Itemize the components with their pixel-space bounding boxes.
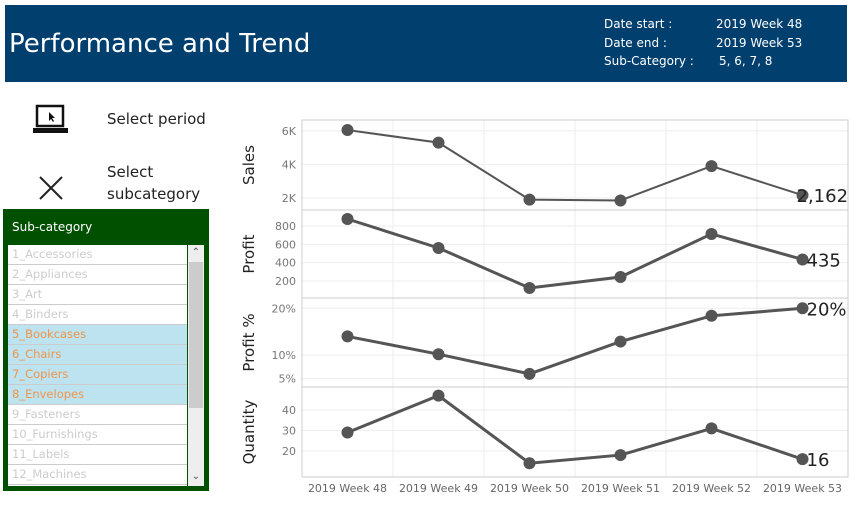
data-point[interactable] [341, 330, 354, 343]
subcategory-label: Sub-Category : [604, 54, 694, 68]
y-tick-label: 2K [282, 192, 297, 205]
scroll-down-icon[interactable]: ⌄ [191, 471, 201, 482]
y-tick-label: 800 [275, 220, 296, 233]
data-point[interactable] [432, 348, 445, 361]
data-point[interactable] [614, 449, 627, 462]
y-tick-label: 40 [282, 404, 296, 417]
x-tick-label: 2019 Week 48 [308, 482, 387, 495]
y-tick-label: 20% [272, 302, 296, 315]
y-axis-title: Quantity [240, 399, 258, 464]
y-axis-title: Sales [240, 145, 258, 185]
close-icon[interactable] [38, 175, 64, 201]
date-end-label: Date end : [604, 36, 667, 50]
data-point[interactable] [614, 335, 627, 348]
data-point[interactable] [523, 193, 536, 206]
panel-frame [301, 386, 849, 478]
data-point[interactable] [614, 194, 627, 207]
date-start-label: Date start : [604, 17, 673, 31]
scroll-up-icon[interactable]: ⌃ [191, 247, 201, 258]
y-axis-title: Profit % [240, 313, 258, 371]
end-value-label: 435 [807, 250, 841, 271]
data-point[interactable] [796, 253, 809, 266]
y-tick-label: 10% [272, 349, 296, 362]
y-tick-label: 6K [282, 125, 297, 138]
select-subcategory-label-2[interactable]: subcategory [107, 185, 201, 203]
subcategory-filter: Sub-category 1_Accessories 2_Appliances 3_… [3, 209, 209, 491]
x-tick-label: 2019 Week 51 [581, 482, 660, 495]
data-point[interactable] [705, 227, 718, 240]
subcategory-value: 5, 6, 7, 8 [719, 54, 773, 68]
data-point[interactable] [341, 212, 354, 225]
subcategory-option[interactable]: 9_Fasteners [8, 405, 187, 425]
data-point[interactable] [705, 160, 718, 173]
data-point[interactable] [341, 124, 354, 137]
y-tick-label: 4K [282, 158, 297, 171]
select-subcategory-label-1[interactable]: Select [107, 163, 154, 181]
subcategory-option[interactable]: 1_Accessories [8, 245, 187, 265]
series-line [346, 393, 803, 465]
subcategory-option[interactable]: 2_Appliances [8, 265, 187, 285]
y-tick-label: 20 [282, 445, 296, 458]
y-tick-label: 600 [275, 238, 296, 251]
x-tick-label: 2019 Week 52 [672, 482, 751, 495]
data-point[interactable] [523, 281, 536, 294]
series-line [347, 129, 803, 202]
data-point[interactable] [341, 426, 354, 439]
y-tick-label: 400 [275, 257, 296, 270]
end-value-label: 20% [807, 299, 847, 320]
data-point[interactable] [523, 457, 536, 470]
subcategory-option[interactable]: 8_Envelopes [8, 385, 187, 405]
page-title: Performance and Trend [9, 29, 311, 59]
x-tick-label: 2019 Week 53 [763, 482, 842, 495]
data-point[interactable] [432, 389, 445, 402]
data-point[interactable] [705, 309, 718, 322]
select-period-button[interactable]: Select period [107, 110, 206, 128]
scrollbar-thumb[interactable] [189, 262, 203, 408]
data-point[interactable] [432, 136, 445, 149]
filter-title: Sub-category [12, 220, 93, 234]
y-axis-title: Profit [240, 234, 258, 273]
date-end-value: 2019 Week 53 [716, 36, 803, 50]
laptop-cursor-icon[interactable] [33, 104, 69, 138]
subcategory-option[interactable]: 5_Bookcases [8, 325, 187, 345]
data-point[interactable] [705, 422, 718, 435]
data-point[interactable] [523, 367, 536, 380]
end-value-label: 16 [807, 450, 830, 471]
data-point[interactable] [796, 189, 809, 202]
x-tick-label: 2019 Week 49 [399, 482, 478, 495]
data-point[interactable] [432, 241, 445, 254]
subcategory-option[interactable]: 10_Furnishings [8, 425, 187, 445]
series-line [347, 306, 803, 376]
date-start-value: 2019 Week 48 [716, 17, 803, 31]
y-tick-label: 30 [282, 424, 296, 437]
subcategory-list[interactable]: 1_Accessories 2_Appliances 3_Art 4_Binders 5… [8, 245, 187, 486]
subcategory-option[interactable]: 4_Binders [8, 305, 187, 325]
end-value-label: 2,162 [797, 186, 849, 207]
data-point[interactable] [796, 302, 809, 315]
subcategory-option[interactable]: 12_Machines [8, 465, 187, 485]
data-point[interactable] [614, 270, 627, 283]
scrollbar[interactable]: ⌃ ⌄ [188, 245, 204, 486]
y-tick-label: 5% [279, 373, 296, 386]
series-line [347, 217, 803, 290]
subcategory-option[interactable]: 3_Art [8, 285, 187, 305]
subcategory-option[interactable]: 7_Copiers [8, 365, 187, 385]
y-tick-label: 200 [275, 275, 296, 288]
data-point[interactable] [796, 453, 809, 466]
x-tick-label: 2019 Week 50 [490, 482, 569, 495]
header-banner: Performance and Trend Date start : 2019 … [5, 5, 847, 82]
subcategory-option[interactable]: 6_Chairs [8, 345, 187, 365]
subcategory-option[interactable]: 11_Labels [8, 445, 187, 465]
